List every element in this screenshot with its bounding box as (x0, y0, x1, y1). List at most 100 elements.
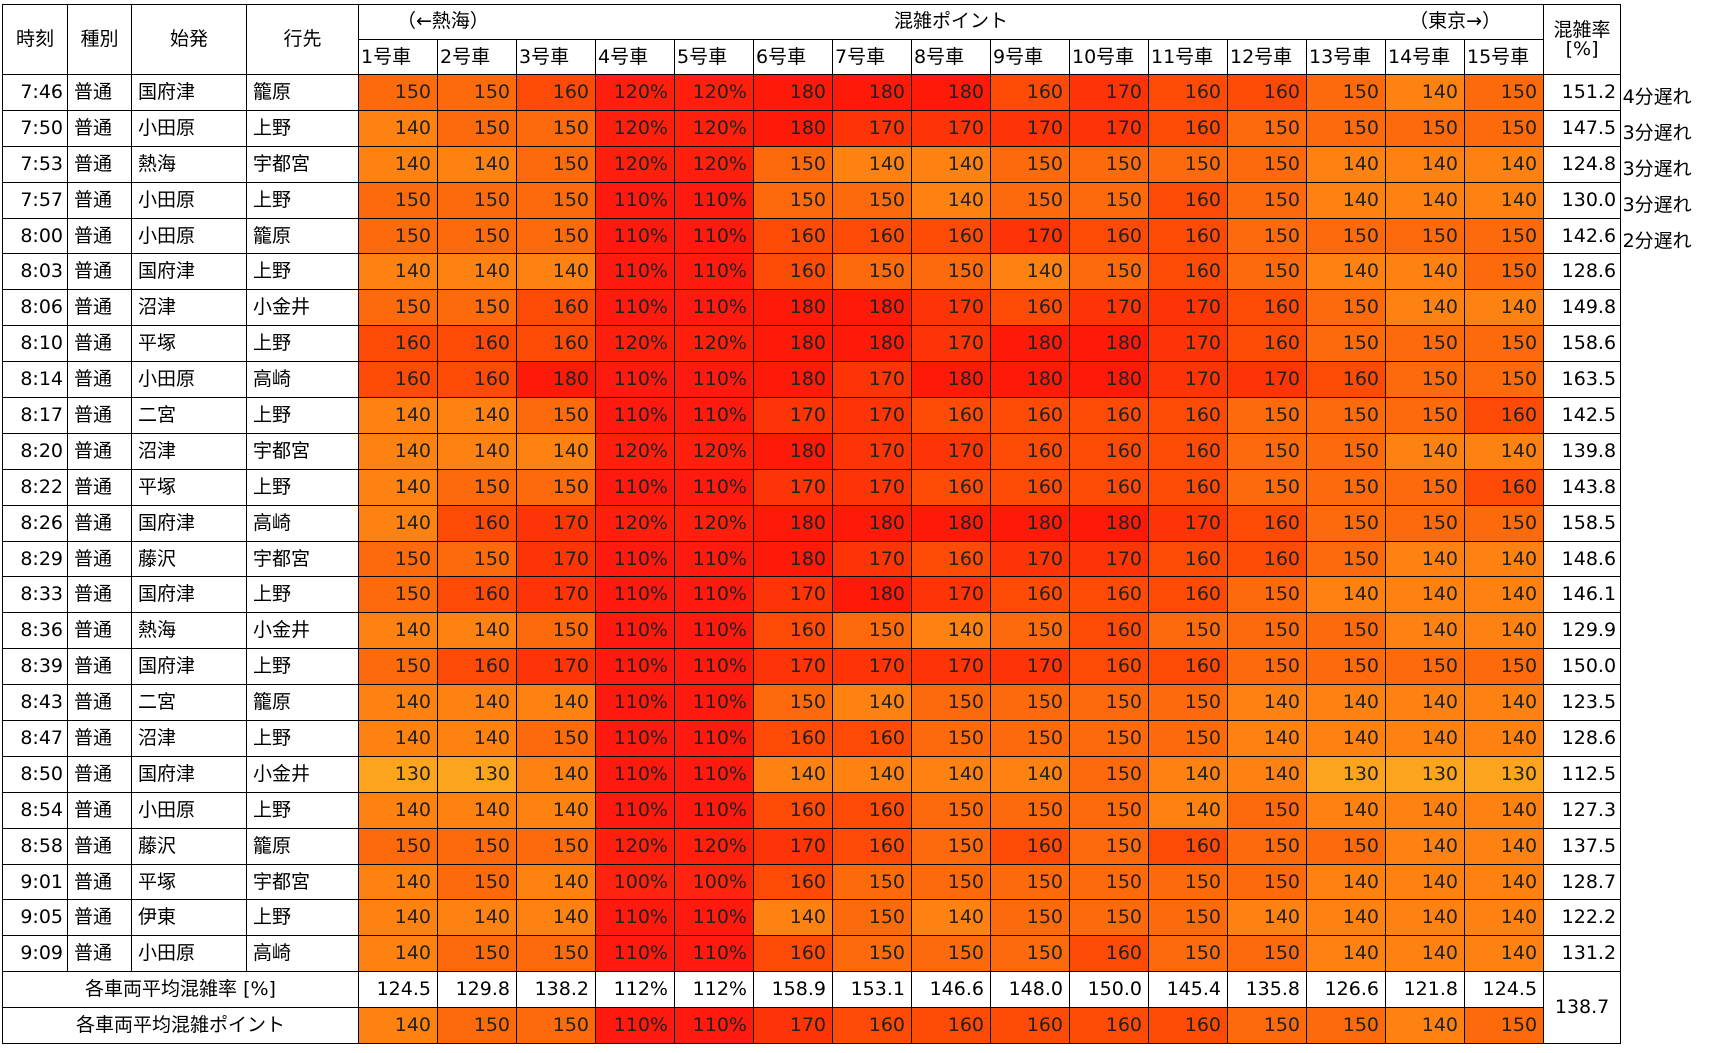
heat-cell: 140 (1227, 755, 1307, 793)
heat-cell: 140 (1463, 935, 1545, 973)
heat-cell: 160 (1069, 576, 1149, 614)
cell-time: 8:20 (2, 432, 68, 470)
header-row-1: 時刻 種別 始発 行先 （←熱海） 混雑ポイント （東京→） 混雑率 [%] (2, 4, 1622, 75)
heat-cell: 140 (1385, 827, 1465, 865)
heat-cell: 160 (1227, 325, 1307, 363)
table-row: 8:43 普通 二宮 籠原 140 140 140 110% 110% 150 140 150 150 1… (2, 684, 1622, 722)
cell-type: 普通 (67, 504, 132, 542)
heat-cell: 180 (832, 74, 912, 111)
heat-cell: 170 (753, 397, 833, 434)
heat-cell: 170 (1227, 361, 1307, 399)
heat-cell: 140 (753, 899, 833, 937)
heat-cell: 140 (437, 253, 517, 291)
avg-point-cell: 140 (1385, 1007, 1465, 1045)
cell-time: 8:10 (2, 325, 68, 363)
cell-rate: 150.0 (1543, 648, 1622, 686)
heat-cell: 140 (1385, 791, 1465, 829)
heat-cell: 140 (1463, 612, 1545, 650)
heat-cell: 180 (1069, 325, 1149, 363)
heat-cell: 110% (674, 576, 754, 614)
cell-time: 9:05 (2, 899, 68, 937)
cell-dest: 宇都宮 (246, 145, 359, 183)
heat-cell: 140 (911, 181, 991, 219)
heat-cell: 160 (437, 325, 517, 363)
heat-cell: 130 (358, 755, 438, 793)
heat-cell: 150 (437, 935, 517, 973)
heat-cell: 170 (990, 109, 1070, 147)
heat-cell: 150 (1463, 74, 1545, 111)
avg-rate-cell: 124.5 (358, 971, 438, 1009)
heat-cell: 140 (1306, 899, 1386, 937)
heat-cell: 150 (1069, 253, 1149, 291)
cell-type: 普通 (67, 217, 132, 255)
delay-note: 4分遅れ (1622, 86, 1692, 109)
heat-cell: 120% (595, 504, 675, 542)
heat-cell: 170 (990, 648, 1070, 686)
heat-cell: 150 (911, 791, 991, 829)
table-row: 8:20 普通 沼津 宇都宮 140 140 140 120% 120% 180 170 170 160… (2, 432, 1622, 470)
group-label: 混雑ポイント (894, 10, 1009, 32)
header-row-cars: 1号車 2号車 3号車 4号車 5号車 6号車 7号車 8号車 9号車 10号車 11号車 12号車 1… (3, 39, 1621, 75)
cell-origin: 二宮 (131, 684, 247, 722)
cell-type: 普通 (67, 325, 132, 363)
heat-cell: 160 (516, 74, 596, 111)
heat-cell: 170 (1069, 289, 1149, 327)
cell-rate: 128.6 (1543, 720, 1622, 757)
heat-cell: 160 (911, 540, 991, 578)
heat-cell: 110% (674, 217, 754, 255)
cell-type: 普通 (67, 648, 132, 686)
heat-cell: 150 (1463, 109, 1545, 147)
heat-cell: 110% (595, 899, 675, 937)
heat-cell: 170 (516, 504, 596, 542)
car-header-14: 14号車 (1385, 39, 1465, 75)
heat-cell: 150 (832, 612, 912, 650)
heat-cell: 140 (911, 755, 991, 793)
heat-cell: 150 (1227, 253, 1307, 291)
cell-origin: 国府津 (131, 576, 247, 614)
heat-cell: 150 (516, 217, 596, 255)
cell-rate: 148.6 (1543, 540, 1622, 578)
heat-cell: 150 (911, 863, 991, 901)
cell-time: 7:57 (2, 181, 68, 219)
heat-cell: 140 (1463, 827, 1545, 865)
heat-cell: 160 (1069, 468, 1149, 506)
heat-cell: 150 (753, 145, 833, 183)
heat-cell: 150 (1306, 504, 1386, 542)
table-row: 9:09 普通 小田原 高崎 140 150 150 110% 110% 160 150 150 150… (2, 935, 1622, 973)
heat-cell: 150 (1306, 432, 1386, 470)
table-row: 8:00 普通 小田原 籠原 150 150 150 110% 110% 160 160 160 170… (2, 217, 1622, 255)
heat-cell: 110% (595, 684, 675, 722)
heat-cell: 130 (437, 755, 517, 793)
avg-point-row: 各車両平均混雑ポイント 140 150 150 110% 110% 170 160 160 160… (2, 1007, 1621, 1045)
delay-note: 3分遅れ (1622, 122, 1692, 145)
cell-rate: 149.8 (1543, 289, 1622, 327)
heat-cell: 110% (674, 397, 754, 434)
heat-cell: 120% (595, 109, 675, 147)
table-row: 8:22 普通 平塚 上野 140 150 150 110% 110% 170 170 160 160 1… (2, 468, 1622, 506)
heat-cell: 170 (911, 109, 991, 147)
heat-cell: 150 (516, 181, 596, 219)
heat-cell: 150 (832, 863, 912, 901)
heat-cell: 150 (990, 935, 1070, 973)
heat-cell: 180 (753, 289, 833, 327)
table-row: 8:47 普通 沼津 上野 140 140 150 110% 110% 160 160 150 150 1… (2, 720, 1622, 757)
heat-cell: 160 (1148, 468, 1228, 506)
heat-cell: 110% (674, 935, 754, 973)
heat-cell: 160 (911, 468, 991, 506)
cell-rate: 163.5 (1543, 361, 1622, 399)
cell-time: 8:50 (2, 755, 68, 793)
heat-cell: 160 (516, 325, 596, 363)
heat-cell: 160 (753, 791, 833, 829)
heat-cell: 160 (1069, 935, 1149, 973)
heat-cell: 140 (437, 612, 517, 650)
avg-point-cell: 170 (753, 1007, 833, 1045)
heat-cell: 150 (1148, 935, 1228, 973)
cell-origin: 沼津 (131, 720, 247, 757)
heat-cell: 140 (358, 899, 438, 937)
table-row: 8:06 普通 沼津 小金井 150 150 160 110% 110% 180 180 170 160… (2, 289, 1622, 327)
heat-cell: 140 (1463, 684, 1545, 722)
heat-cell: 150 (437, 863, 517, 901)
heat-cell: 110% (595, 397, 675, 434)
heat-cell: 160 (990, 74, 1070, 111)
